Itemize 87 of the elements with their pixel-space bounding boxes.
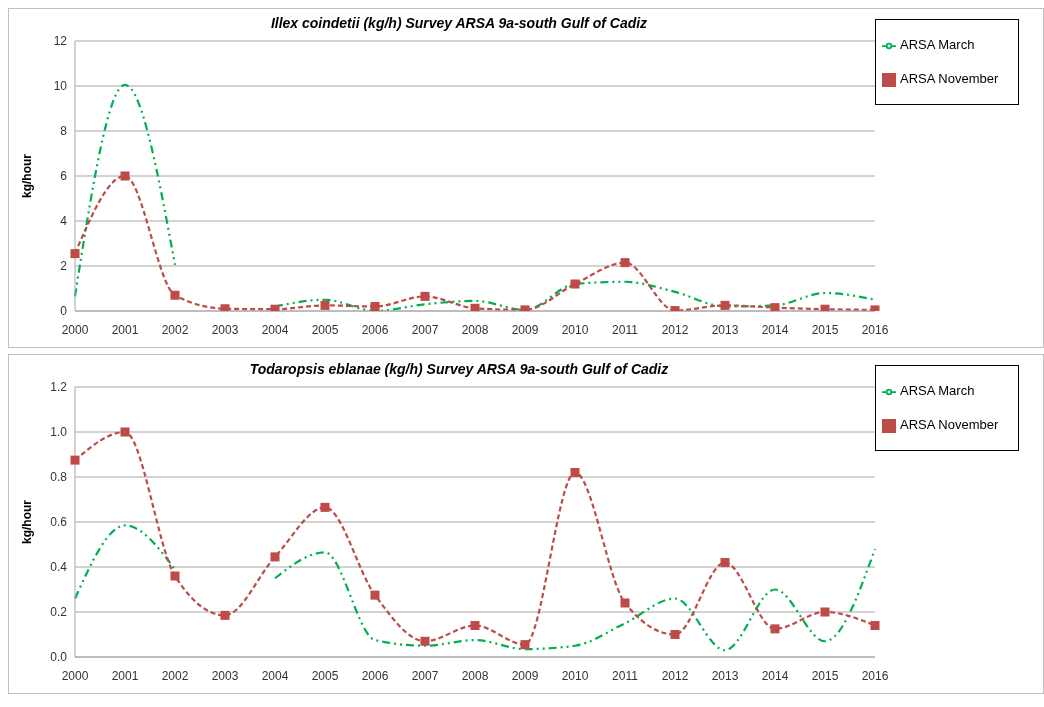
y-tick-label: 12 (53, 34, 68, 49)
y-tick-label: 0.0 (50, 650, 68, 665)
point (570, 468, 580, 477)
legend-label: ARSA March (900, 37, 975, 52)
point (270, 304, 280, 311)
x-tick-label: 2001 (111, 668, 139, 683)
point (370, 590, 380, 600)
x-tick-label: 2005 (311, 668, 339, 683)
x-tick-label: 2011 (612, 322, 639, 337)
legend-label: ARSA November (900, 417, 999, 432)
point (170, 290, 180, 300)
y-tick-label: 6 (60, 169, 68, 184)
point (820, 304, 830, 311)
point (220, 610, 230, 620)
point (770, 303, 780, 311)
y-tick-label: 0.6 (50, 515, 68, 530)
y-tick-label: 4 (60, 214, 68, 229)
x-tick-label: 2005 (311, 322, 339, 337)
x-tick-label: 2003 (211, 322, 239, 337)
y-tick-label: 0 (60, 304, 68, 319)
point (420, 636, 430, 646)
x-tick-label: 2001 (111, 322, 139, 337)
x-tick-label: 2008 (461, 668, 489, 683)
point (320, 502, 330, 512)
point (720, 300, 730, 310)
x-tick-label: 2013 (711, 668, 739, 683)
y-axis-title: kg/hour (20, 499, 35, 544)
x-tick-label: 2015 (811, 668, 839, 683)
point (320, 300, 330, 310)
point (470, 621, 480, 630)
x-tick-label: 2007 (411, 668, 439, 683)
x-tick-label: 2014 (761, 322, 789, 337)
point (120, 171, 130, 181)
point (720, 558, 730, 567)
point (820, 607, 830, 617)
legend-label: ARSA November (900, 71, 999, 86)
point (70, 249, 80, 259)
point (670, 630, 680, 639)
y-tick-label: 1.0 (50, 425, 68, 440)
point (620, 258, 630, 268)
chart-title: Illex coindetii (kg/h) Survey ARSA 9a-south Gulf of Cadiz (269, 15, 649, 31)
point (70, 455, 80, 465)
x-tick-label: 2004 (261, 668, 289, 683)
x-tick-label: 2012 (661, 322, 689, 337)
point (470, 303, 480, 311)
x-tick-label: 2016 (861, 322, 889, 337)
x-tick-label: 2013 (711, 322, 739, 337)
point (370, 302, 380, 311)
x-tick-label: 2007 (411, 322, 439, 337)
x-tick-label: 2015 (811, 322, 839, 337)
x-tick-label: 2014 (761, 668, 789, 683)
point (870, 621, 880, 630)
x-tick-label: 2009 (511, 668, 539, 683)
y-tick-label: 0.8 (50, 470, 68, 485)
x-tick-label: 2006 (361, 668, 389, 683)
chart-title: Todaropsis eblanae (kg/h) Survey ARSA 9a-south Gulf of Cadiz (248, 361, 670, 377)
x-tick-label: 2011 (612, 668, 639, 683)
x-tick-label: 2010 (561, 322, 589, 337)
x-tick-label: 2002 (161, 322, 189, 337)
x-tick-label: 2004 (261, 322, 289, 337)
point (220, 304, 230, 311)
x-tick-label: 2003 (211, 668, 239, 683)
point (270, 552, 280, 562)
point (420, 291, 430, 301)
x-tick-label: 2009 (511, 322, 539, 337)
point (520, 640, 530, 650)
x-tick-label: 2000 (61, 322, 89, 337)
x-tick-label: 2012 (661, 668, 689, 683)
x-tick-label: 2010 (561, 668, 589, 683)
point (570, 279, 580, 289)
x-tick-label: 2006 (361, 322, 389, 337)
y-tick-label: 1.2 (50, 380, 68, 395)
y-tick-label: 0.2 (50, 605, 68, 620)
y-tick-label: 8 (60, 124, 68, 139)
y-tick-label: 0.4 (50, 560, 68, 575)
point (620, 598, 630, 608)
point (770, 624, 780, 634)
x-tick-label: 2016 (861, 668, 889, 683)
x-tick-label: 2000 (61, 668, 89, 683)
x-tick-label: 2008 (461, 322, 489, 337)
x-tick-label: 2002 (161, 668, 189, 683)
legend-label: ARSA March (900, 383, 975, 398)
y-tick-label: 2 (60, 259, 68, 274)
y-tick-label: 10 (53, 79, 68, 94)
point (120, 427, 130, 437)
point (170, 571, 180, 581)
y-axis-title: kg/hour (20, 153, 35, 198)
